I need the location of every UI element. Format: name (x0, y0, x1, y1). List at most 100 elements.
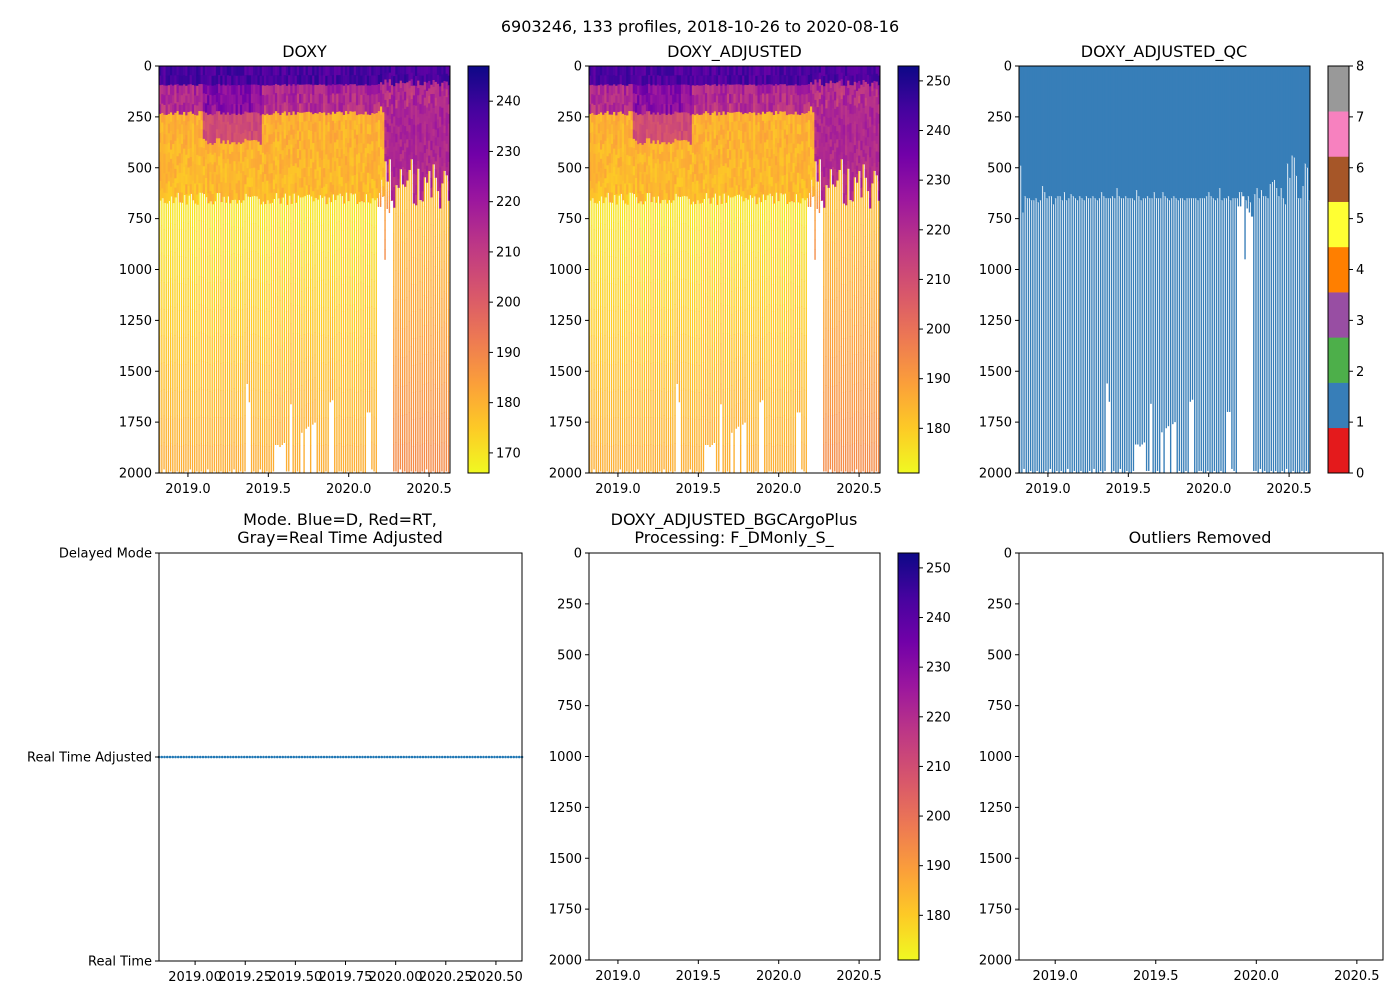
panel-doxy-profile-cell (408, 125, 412, 134)
panel-doxy-adjusted-profile-cell (591, 131, 594, 142)
panel-doxy-adjusted-profile-cell (676, 66, 680, 76)
panel-doxy-profile-segment (386, 183, 388, 188)
panel-doxy-profile-segment (235, 392, 237, 420)
panel-doxy-adjusted-profile-cell (661, 123, 664, 134)
panel-doxy-adjusted-profile-segment (595, 229, 597, 258)
panel-doxy-profile-cell (285, 145, 289, 156)
panel-doxy-adjusted-profile-cell (676, 149, 680, 160)
panel-doxy-profile-cell (250, 103, 254, 113)
panel-doxy-profile-cell (229, 105, 232, 116)
panel-doxy-profile-cell (296, 148, 300, 159)
panel-doxy-adjusted-profile-segment (667, 418, 670, 447)
panel-doxy-adjusted-profile-cell (694, 144, 697, 155)
panel-doxy-profile-cell (261, 114, 265, 125)
panel-doxy-adjusted-profile-segment (656, 362, 659, 391)
panel-doxy-profile-segment (327, 390, 329, 419)
panel-doxy-profile-cell (417, 131, 420, 140)
panel-doxy-adjusted-profile-segment (676, 195, 678, 216)
panel-doxy-profile-segment (288, 277, 290, 307)
panel-doxy-profile-cell (425, 165, 429, 175)
panel-doxy-profile-cell (288, 130, 291, 141)
panel-doxy-profile-cell (334, 113, 337, 124)
panel-doxy-profile-segment (213, 362, 216, 391)
panel-doxy-profile-segment (323, 251, 325, 280)
panel-doxy-profile-cell (379, 106, 383, 116)
panel-doxy-adjusted-profile-cell (735, 102, 739, 113)
panel-doxy-profile-segment (270, 337, 272, 366)
panel-doxy-profile-cell (233, 170, 236, 181)
panel-doxy-profile-cell (185, 75, 188, 87)
panel-doxy-profile-cell (189, 66, 193, 76)
panel-doxy-profile-cell (307, 120, 311, 131)
panel-doxy-profile-segment (283, 292, 286, 319)
panel-doxy-adjusted-profile-cell (610, 124, 614, 135)
panel-doxy-adjusted-profile-cell (683, 75, 686, 85)
panel-doxy-profile-cell (377, 75, 381, 85)
panel-doxy-profile-segment (423, 384, 426, 415)
panel-doxy-profile-cell (401, 124, 405, 134)
panel-doxy-profile-cell (312, 94, 315, 106)
panel-doxy-profile-cell (432, 121, 436, 130)
panel-doxy-profile-segment (292, 305, 294, 334)
panel-doxy-profile-segment (412, 203, 415, 231)
panel-doxy-profile-cell (233, 123, 236, 134)
panel-doxy-profile-cell (410, 92, 414, 100)
panel-doxy-adjusted-profile-segment (597, 391, 600, 420)
panel-doxy-profile-segment (379, 182, 382, 186)
panel-doxy-adjusted-profile-cell (711, 178, 715, 189)
panel-doxy-adjusted-profile-cell (744, 112, 747, 123)
panel-doxy-adjusted-profile-segment (602, 391, 604, 420)
panel-doxy-profile-segment (200, 443, 202, 472)
panel-doxy-profile-segment (202, 249, 205, 278)
panel-doxy-adjusted-profile-cell (678, 159, 682, 170)
panel-doxy-profile-cell (191, 132, 195, 143)
panel-doxy-profile-segment (401, 415, 404, 445)
panel-doxy-profile-segment (183, 250, 185, 279)
panel-doxy-profile-segment (299, 224, 301, 253)
panel-doxy-profile-segment (229, 202, 231, 231)
panel-doxy-profile-segment (277, 247, 279, 273)
panel-doxy-profile-cell (281, 94, 285, 104)
panel-doxy-profile-cell (290, 173, 293, 185)
panel-doxy-profile-segment (189, 441, 191, 470)
panel-doxy-adjusted-profile-cell (661, 94, 664, 105)
panel-doxy-profile-cell (320, 169, 324, 180)
panel-doxy-profile-segment (443, 412, 445, 444)
panel-doxy-adjusted-profile-segment (606, 275, 608, 305)
panel-doxy-profile-cell (327, 84, 331, 95)
panel-doxy-profile-segment (406, 238, 408, 269)
panel-doxy-profile-segment (233, 414, 235, 443)
panel-doxy-adjusted-profile-cell (685, 84, 688, 95)
panel-doxy-adjusted-profile-cell (713, 147, 717, 158)
panel-doxy-adjusted-profile-segment (672, 309, 674, 337)
panel-doxy-adjusted-profile-cell (702, 84, 706, 95)
panel-doxy-adjusted-profile-segment (624, 365, 626, 393)
panel-doxy-adjusted-profile-segment (632, 305, 635, 334)
panel-doxy-profile-cell (436, 146, 440, 156)
panel-doxy-adjusted-profile-cell (680, 158, 684, 169)
panel-doxy-adjusted-profile-cell (650, 143, 653, 154)
panel-doxy-profile-cell (229, 114, 232, 126)
panel-doxy-adjusted-profile-cell (739, 93, 743, 104)
panel-doxy-profile-cell (320, 187, 324, 198)
panel-doxy-adjusted-profile-cell (641, 144, 645, 156)
panel-doxy-profile-segment (261, 201, 264, 229)
panel-doxy-profile-cell (272, 75, 276, 86)
panel-doxy-adjusted-profile-segment (652, 306, 654, 336)
panel-doxy-profile-cell (432, 107, 436, 116)
panel-doxy-profile-cell (239, 143, 243, 155)
panel-doxy-profile-cell (248, 93, 252, 104)
panel-doxy-adjusted-profile-segment (685, 445, 687, 474)
panel-doxy-adjusted-profile-segment (718, 388, 720, 417)
panel-doxy-profile-segment (274, 419, 277, 446)
panel-doxy-profile-segment (264, 203, 266, 231)
panel-doxy-adjusted-profile-cell (700, 124, 704, 135)
panel-doxy-profile-segment (379, 195, 382, 199)
panel-doxy-profile-cell (353, 93, 357, 103)
panel-doxy-profile-cell (384, 79, 387, 87)
panel-doxy-adjusted-profile-cell (593, 192, 596, 203)
panel-doxy-profile-segment (412, 311, 415, 339)
panel-doxy-profile-segment (329, 381, 332, 403)
panel-doxy-profile-segment (443, 230, 445, 262)
panel-doxy-profile-cell (248, 121, 252, 132)
